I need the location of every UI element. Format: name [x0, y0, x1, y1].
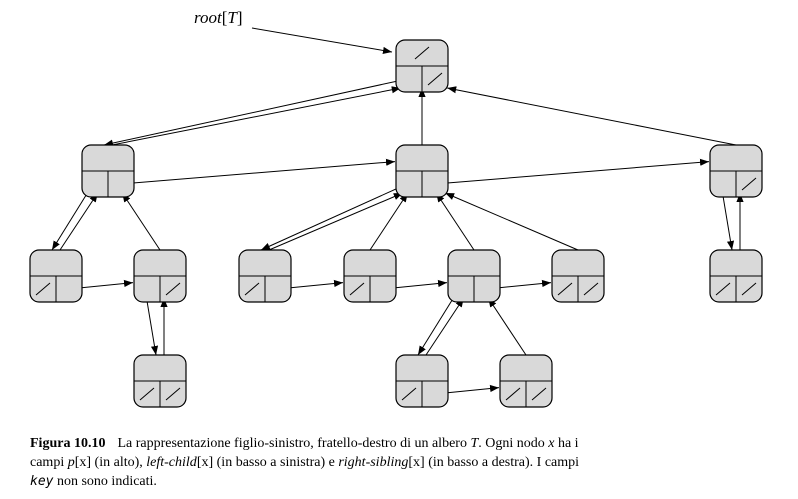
root-pointer-label: root[T]: [194, 8, 243, 28]
tree-node: [551, 249, 605, 303]
nil-right-sibling-slash: [531, 387, 547, 401]
nil-right-sibling-slash: [165, 387, 181, 401]
tree-node: [447, 249, 501, 303]
caption-left-child: left-child: [146, 455, 197, 470]
caption-text: La rappresentazione figlio-sinistro, fra…: [117, 436, 471, 451]
nil-right-sibling-slash: [741, 177, 757, 191]
tree-node: [395, 144, 449, 198]
tree-node: [499, 354, 553, 408]
parent-arrow: [268, 192, 403, 251]
caption-text: . Ogni nodo: [478, 436, 549, 451]
tree-node: [238, 249, 292, 303]
parent-arrow: [59, 192, 99, 251]
tree-node: [343, 249, 397, 303]
tree-node: [709, 144, 763, 198]
figure-caption: Figura 10.10 La rappresentazione figlio-s…: [30, 434, 790, 491]
tree-diagram: [29, 27, 763, 408]
caption-text: campi: [30, 455, 68, 470]
caption-line-3: key non sono indicati.: [30, 472, 790, 491]
nil-right-sibling-slash: [583, 282, 599, 296]
caption-line-1: Figura 10.10 La rappresentazione figlio-s…: [30, 434, 790, 453]
caption-math-T: T: [470, 436, 479, 451]
caption-text: ha i: [554, 436, 579, 451]
nil-left-child-slash: [244, 282, 260, 296]
left-child-arrow: [103, 78, 408, 147]
nil-left-child-slash: [557, 282, 573, 296]
tree-node: [709, 249, 763, 303]
nil-right-sibling-slash: [741, 282, 757, 296]
caption-text: (in alto),: [91, 455, 147, 470]
root-name: root: [194, 8, 222, 27]
caption-text: (in basso a destra). I campi: [424, 455, 580, 470]
parent-arrow: [487, 297, 527, 356]
nil-parent-slash: [414, 46, 430, 60]
figure-number: Figura 10.10: [30, 436, 106, 451]
nil-left-child-slash: [139, 387, 155, 401]
caption-math-rsx: [x]: [408, 455, 425, 470]
tree-node: [133, 249, 187, 303]
parent-arrow: [444, 192, 579, 251]
nil-left-child-slash: [35, 282, 51, 296]
nil-right-sibling-slash: [165, 282, 181, 296]
nil-left-child-slash: [505, 387, 521, 401]
left-child-arrow: [260, 183, 408, 251]
caption-line-2: campi p[x] (in alto), left-child[x] (in …: [30, 453, 790, 472]
caption-text: (in basso a sinistra) e: [213, 455, 339, 470]
caption-key: key: [30, 474, 54, 489]
right-sibling-arrow: [120, 158, 396, 185]
right-sibling-arrow: [434, 158, 710, 185]
nil-right-sibling-slash: [427, 72, 443, 86]
tree-node: [395, 354, 449, 408]
tree-node: [133, 354, 187, 408]
nil-left-child-slash: [401, 387, 417, 401]
root-arg: T: [227, 8, 237, 27]
nil-left-child-slash: [715, 282, 731, 296]
tree-node: [29, 249, 83, 303]
parent-arrow: [435, 192, 475, 251]
root-pointer-arrow: [251, 27, 393, 55]
tree-node: [81, 144, 135, 198]
root-open-bracket: [: [221, 8, 228, 27]
parent-arrow: [111, 86, 401, 146]
tree-nodes: [29, 39, 763, 408]
caption-right-sibling: right-sibling: [338, 455, 409, 470]
caption-text: non sono indicati.: [53, 474, 157, 489]
caption-math-p: p: [67, 455, 75, 470]
nil-left-child-slash: [349, 282, 365, 296]
caption-math-x: x: [548, 436, 555, 451]
root-close-bracket: ]: [236, 8, 243, 27]
parent-arrow: [369, 192, 409, 251]
caption-math-lcx: [x]: [196, 455, 214, 470]
tree-node: [395, 39, 449, 93]
parent-arrow: [121, 192, 161, 251]
parent-arrow: [425, 297, 465, 356]
parent-arrow: [447, 86, 737, 146]
caption-math-px: [x]: [74, 455, 92, 470]
